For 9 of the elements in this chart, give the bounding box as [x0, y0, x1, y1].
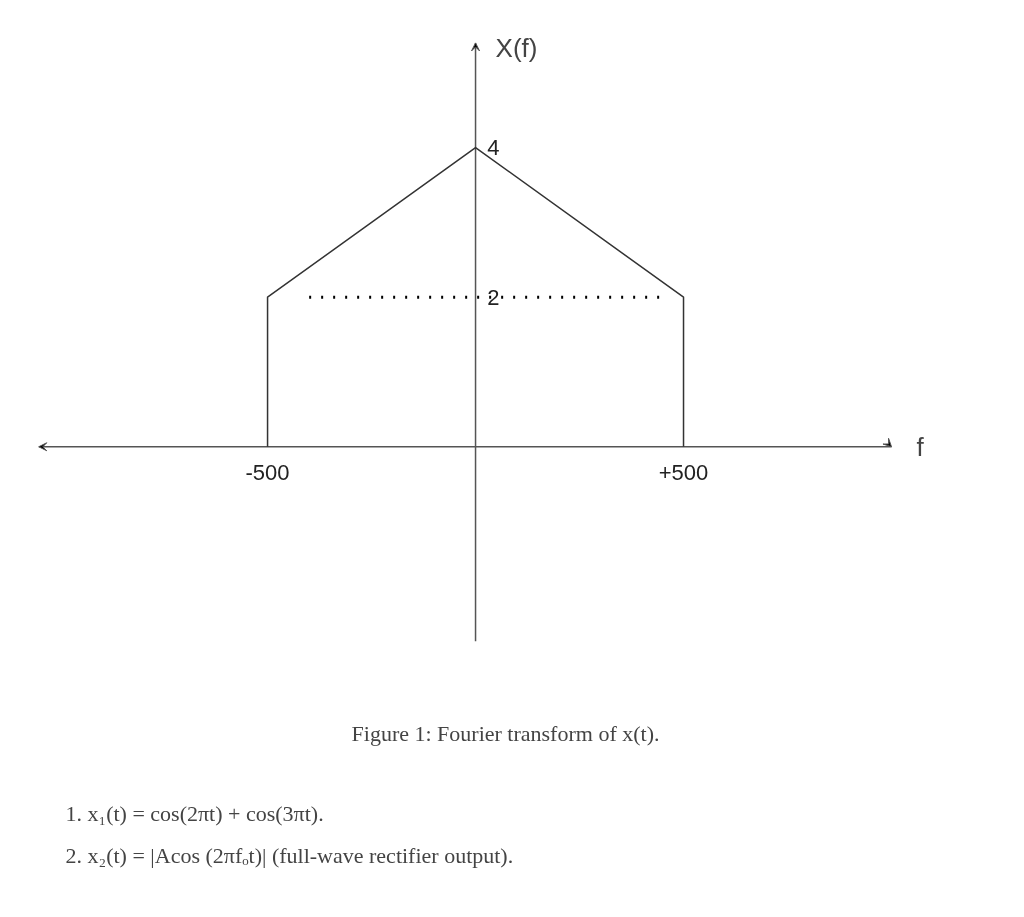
- y-tick-label: 2: [487, 284, 500, 310]
- y-tick-label: 4: [487, 135, 500, 161]
- x-axis-title: f: [916, 431, 925, 462]
- caption: Figure 1: Fourier transform of x(t).: [351, 720, 660, 746]
- text: 2. x₂(t) = |Acos (2πfₒt)| (full-wave rectifier output).: [65, 842, 514, 868]
- x-tick-label: +500: [658, 459, 709, 485]
- y-axis-title: X(f): [495, 32, 538, 63]
- x-tick-label: -500: [245, 459, 290, 485]
- text: 1. x₁(t) = cos(2πt) + cos(3πt).: [65, 800, 324, 826]
